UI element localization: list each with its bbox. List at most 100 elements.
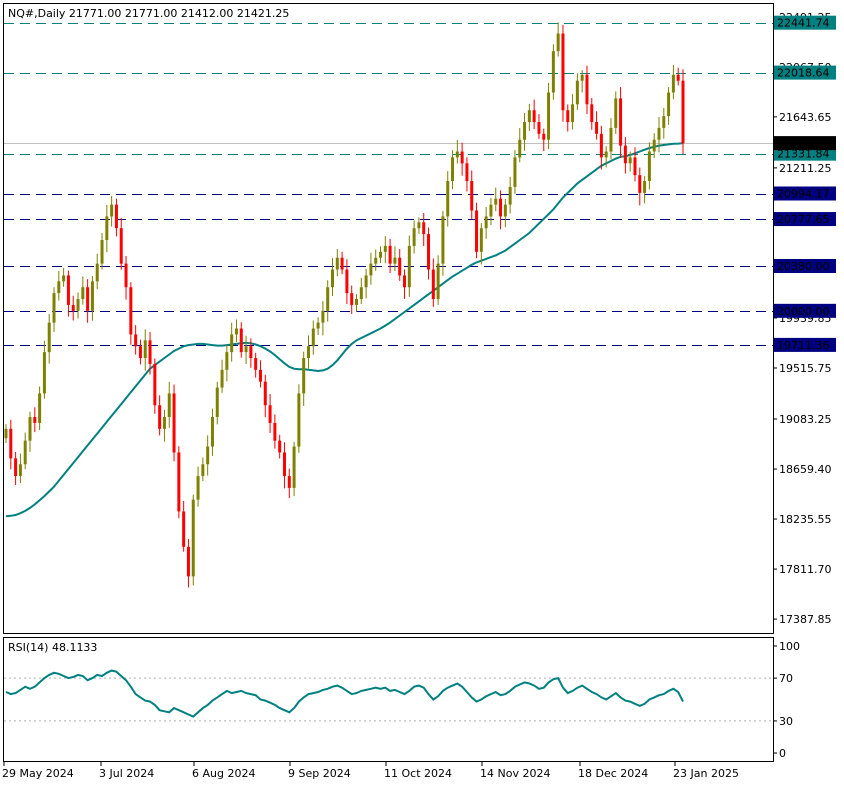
- candle-body: [42, 352, 46, 394]
- candle-body: [114, 204, 118, 229]
- candle: [671, 65, 675, 100]
- candle-body: [321, 310, 325, 323]
- candle-body: [138, 346, 142, 359]
- candle: [249, 338, 253, 368]
- candle: [23, 432, 27, 470]
- y-tick-label: 18659.40: [779, 463, 832, 476]
- candle-body: [571, 104, 575, 123]
- candle-body: [124, 263, 128, 288]
- candle: [158, 395, 162, 436]
- candle-body: [374, 257, 378, 264]
- candle-body: [633, 157, 637, 176]
- candle-body: [398, 257, 402, 276]
- candle-body: [585, 74, 589, 105]
- candle-body: [57, 281, 61, 294]
- candle-body: [172, 393, 176, 453]
- candle-body: [523, 122, 527, 140]
- candle-body: [215, 387, 219, 418]
- candle-body: [186, 546, 190, 577]
- candle: [321, 301, 325, 336]
- candle-body: [580, 74, 584, 81]
- x-tick-label: 23 Jan 2025: [673, 767, 739, 780]
- candle-body: [148, 340, 152, 364]
- candle-body: [503, 204, 507, 217]
- candle-body: [513, 157, 517, 187]
- candle: [513, 150, 517, 194]
- candle-body: [681, 80, 685, 144]
- candle: [47, 314, 51, 364]
- candle: [95, 253, 99, 290]
- level-label-box: [774, 303, 836, 318]
- candle: [225, 344, 229, 382]
- candle: [619, 87, 623, 158]
- level-label: 20000.00: [777, 305, 830, 318]
- candle-body: [614, 98, 618, 128]
- candle-body: [345, 269, 349, 294]
- candle-body: [302, 358, 306, 394]
- y-tick-label: 17387.85: [779, 613, 832, 626]
- candle-body: [431, 269, 435, 300]
- main-pane-frame: [3, 3, 774, 634]
- y-tick-label: 21211.25: [779, 162, 832, 175]
- candle-body: [129, 287, 133, 335]
- candle-body: [100, 240, 104, 264]
- candle-body: [340, 257, 344, 270]
- rsi-axis: 100 70 30 0: [773, 640, 800, 760]
- candle-body: [38, 393, 42, 423]
- chart-title: NQ#,Daily 21771.00 21771.00 21412.00 214…: [8, 7, 289, 20]
- candle: [484, 206, 488, 239]
- candle: [499, 190, 503, 230]
- candle-body: [316, 322, 320, 329]
- candle: [326, 280, 330, 322]
- candle: [590, 97, 594, 130]
- candle: [33, 407, 37, 433]
- candle-body: [335, 257, 339, 270]
- candle: [138, 339, 142, 365]
- candle-body: [383, 245, 387, 252]
- candle-body: [355, 299, 359, 305]
- candle: [503, 198, 507, 228]
- candle: [388, 238, 392, 274]
- candle: [383, 236, 387, 264]
- candle: [465, 157, 469, 192]
- level-label: 21331.84: [777, 148, 830, 161]
- candle-body: [153, 363, 157, 406]
- candle: [633, 147, 637, 182]
- candle-body: [95, 263, 99, 282]
- candle: [273, 414, 277, 449]
- candle: [403, 269, 407, 299]
- candle-body: [234, 328, 238, 335]
- candle: [201, 457, 205, 482]
- candle: [523, 113, 527, 151]
- candle: [643, 176, 647, 204]
- candle-body: [623, 145, 627, 164]
- time-axis: 29 May 2024 3 Jul 2024 6 Aug 2024 9 Sep 202…: [2, 762, 739, 780]
- candle: [455, 139, 459, 164]
- y-tick-label: 19515.75: [779, 362, 832, 375]
- candle: [412, 220, 416, 254]
- candle: [316, 317, 320, 336]
- candle-body: [254, 358, 258, 370]
- candle: [359, 278, 363, 304]
- candle: [532, 99, 536, 130]
- level-label-box: [774, 65, 836, 80]
- price-axis: 22491.2522067.5021643.6521211.2520779.40…: [773, 11, 832, 626]
- candle-body: [263, 381, 267, 406]
- candlesticks: [4, 22, 685, 588]
- level-label-box: [774, 337, 836, 352]
- candle: [258, 360, 262, 388]
- rsi-tick-label: 30: [779, 715, 793, 728]
- candle-body: [671, 74, 675, 93]
- candle-body: [518, 139, 522, 158]
- current-price-box: [774, 136, 836, 151]
- candle: [623, 136, 627, 174]
- candle-body: [134, 334, 138, 347]
- candle: [278, 434, 282, 459]
- candle-body: [508, 186, 512, 205]
- candle-body: [460, 151, 464, 164]
- candle-body: [158, 405, 162, 429]
- candle: [460, 142, 464, 176]
- candle: [210, 408, 214, 456]
- candle: [297, 384, 301, 453]
